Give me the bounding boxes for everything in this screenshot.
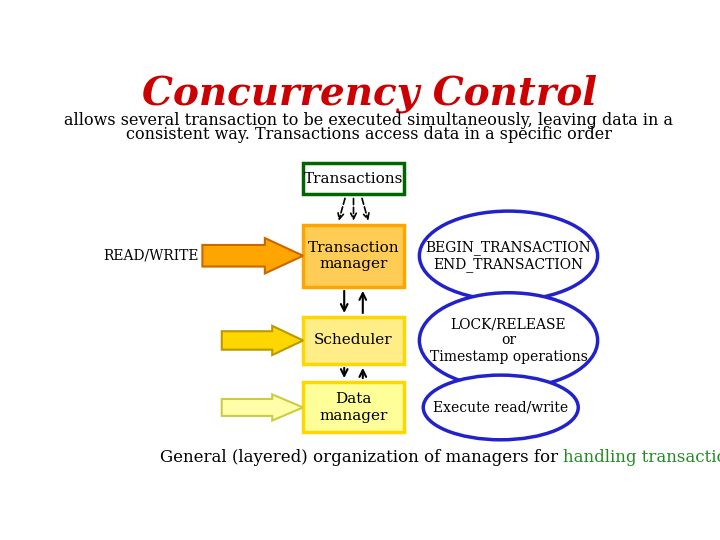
Text: READ/WRITE: READ/WRITE	[103, 249, 199, 263]
Text: handling transactions.: handling transactions.	[563, 449, 720, 466]
Text: LOCK/RELEASE
or
Timestamp operations: LOCK/RELEASE or Timestamp operations	[430, 318, 588, 363]
Text: consistent way. Transactions access data in a specific order: consistent way. Transactions access data…	[126, 126, 612, 143]
Text: Data
manager: Data manager	[319, 393, 387, 423]
Text: BEGIN_TRANSACTION
END_TRANSACTION: BEGIN_TRANSACTION END_TRANSACTION	[426, 240, 591, 272]
Text: Execute read/write: Execute read/write	[433, 401, 568, 415]
FancyBboxPatch shape	[303, 318, 404, 363]
Ellipse shape	[419, 211, 598, 300]
FancyBboxPatch shape	[303, 225, 404, 287]
Text: Transactions: Transactions	[304, 172, 403, 186]
FancyBboxPatch shape	[303, 164, 404, 194]
FancyBboxPatch shape	[303, 382, 404, 433]
Text: General (layered) organization of managers for: General (layered) organization of manage…	[160, 449, 563, 466]
Text: Transaction
manager: Transaction manager	[307, 241, 400, 271]
Ellipse shape	[419, 293, 598, 388]
Polygon shape	[222, 394, 303, 421]
Text: Scheduler: Scheduler	[314, 334, 393, 347]
Text: Concurrency Control: Concurrency Control	[142, 75, 596, 113]
Polygon shape	[222, 326, 303, 355]
Text: allows several transaction to be executed simultaneously, leaving data in a: allows several transaction to be execute…	[65, 112, 673, 129]
Ellipse shape	[423, 375, 578, 440]
Polygon shape	[202, 238, 303, 273]
